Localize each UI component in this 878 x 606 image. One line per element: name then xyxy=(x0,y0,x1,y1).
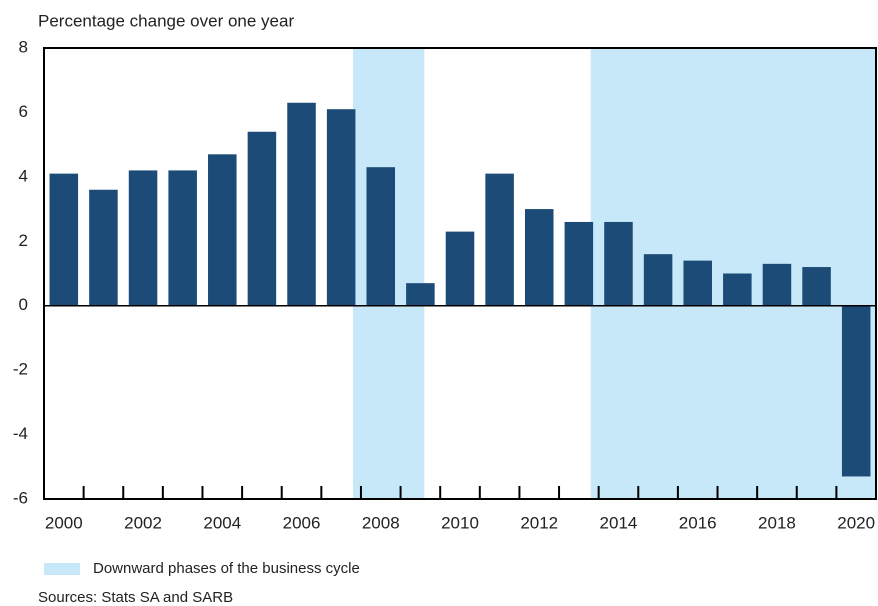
y-tick-label: -4 xyxy=(13,424,28,443)
bar xyxy=(802,267,831,306)
legend-swatch xyxy=(44,563,80,575)
y-tick-label: -6 xyxy=(13,488,28,507)
bar xyxy=(841,305,871,477)
x-tick-label: 2014 xyxy=(600,513,638,532)
x-tick-label: 2000 xyxy=(45,513,83,532)
bar xyxy=(247,131,277,306)
y-tick-label: 6 xyxy=(19,102,28,121)
bar xyxy=(643,254,673,306)
x-tick-label: 2002 xyxy=(124,513,162,532)
x-tick-label: 2004 xyxy=(203,513,241,532)
bar xyxy=(49,173,79,306)
bar xyxy=(168,170,197,306)
y-tick-label: 2 xyxy=(19,231,28,250)
bar xyxy=(723,273,752,306)
bar xyxy=(406,283,435,306)
bar xyxy=(564,221,594,306)
y-tick-label: 4 xyxy=(19,166,28,185)
x-tick-label: 2020 xyxy=(837,513,875,532)
bar xyxy=(208,154,237,306)
bar xyxy=(445,231,475,306)
bar xyxy=(326,109,356,306)
x-tick-label: 2006 xyxy=(283,513,321,532)
x-tick-label: 2012 xyxy=(520,513,558,532)
plot-frame xyxy=(43,47,877,500)
x-tick-label: 2010 xyxy=(441,513,479,532)
x-tick-label: 2008 xyxy=(362,513,400,532)
y-tick-label: 0 xyxy=(19,295,28,314)
bar xyxy=(683,260,712,306)
bar xyxy=(762,263,792,306)
bar xyxy=(89,189,118,306)
y-tick-label: 8 xyxy=(19,37,28,56)
bar xyxy=(485,173,514,306)
bar xyxy=(128,170,158,306)
source: Sources: Stats SA and SARB xyxy=(38,589,233,606)
axis-label: Percentage change over one year xyxy=(38,11,294,30)
bar xyxy=(287,102,316,306)
y-tick-label: -2 xyxy=(13,360,28,379)
legend-label: Downward phases of the business cycle xyxy=(93,560,360,577)
bar xyxy=(604,221,633,306)
bar xyxy=(366,167,396,306)
x-tick-label: 2016 xyxy=(679,513,717,532)
bar xyxy=(524,209,554,306)
x-tick-label: 2018 xyxy=(758,513,796,532)
